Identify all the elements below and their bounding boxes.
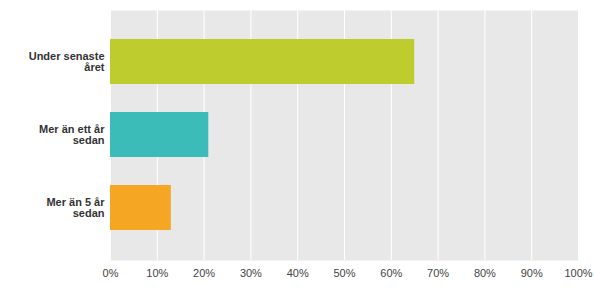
svg-text:50%: 50%: [333, 267, 355, 279]
svg-text:70%: 70%: [427, 267, 449, 279]
svg-text:Under senasteåret: Under senasteåret: [29, 50, 105, 73]
svg-text:20%: 20%: [193, 267, 215, 279]
svg-text:10%: 10%: [146, 267, 168, 279]
svg-text:Mer än ett årsedan: Mer än ett årsedan: [39, 123, 105, 146]
svg-text:60%: 60%: [380, 267, 402, 279]
svg-text:30%: 30%: [240, 267, 262, 279]
svg-text:80%: 80%: [474, 267, 496, 279]
svg-text:Mer än 5 årsedan: Mer än 5 årsedan: [46, 196, 105, 219]
svg-text:90%: 90%: [521, 267, 543, 279]
svg-text:0%: 0%: [103, 267, 119, 279]
svg-text:40%: 40%: [287, 267, 309, 279]
svg-text:100%: 100%: [564, 267, 592, 279]
